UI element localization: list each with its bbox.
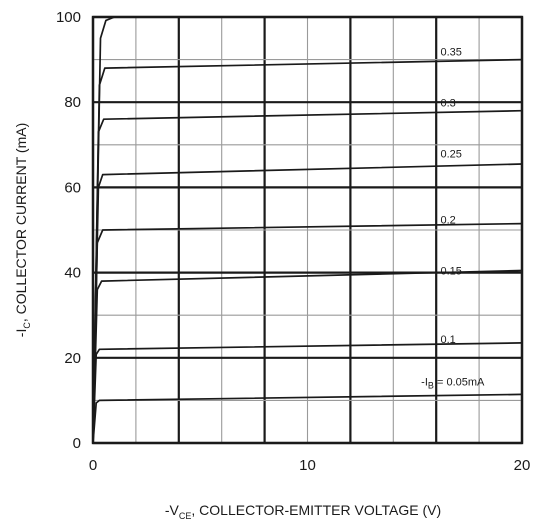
y-tick-label: 40: [64, 265, 81, 282]
x-tick-label: 10: [299, 457, 316, 474]
y-tick-label: 20: [64, 350, 81, 367]
curve-label: 0.1: [440, 334, 455, 346]
chart-ticks: 0 20 40 60 80 100 0 10 20: [56, 9, 530, 474]
chart-grid: [91, 15, 524, 445]
y-axis-title: -IC, COLLECTOR CURRENT (mA): [13, 123, 32, 337]
curve-label: -IB = 0.05mA: [421, 376, 485, 390]
y-tick-label: 60: [64, 179, 81, 196]
plot-frame: [91, 15, 524, 445]
curve-label: 0.3: [440, 97, 455, 109]
x-tick-label: 20: [514, 457, 531, 474]
curve-label: 0.25: [440, 149, 461, 161]
curve-label: 0.15: [440, 266, 461, 278]
x-tick-label: 0: [89, 457, 97, 474]
chart-curves: [92, 16, 523, 444]
series-line: [92, 393, 523, 444]
chart-curve-labels: -IB = 0.05mA 0.1 0.15 0.2 0.25 0.3 0.35: [421, 46, 485, 390]
curve-label: 0.2: [440, 215, 455, 227]
y-tick-label: 80: [64, 94, 81, 111]
y-tick-label: 0: [73, 435, 81, 452]
y-tick-label: 100: [56, 9, 81, 26]
curve-label: 0.35: [440, 46, 461, 58]
series-line: [92, 16, 115, 444]
x-axis-title: -VCE, COLLECTOR-EMITTER VOLTAGE (V): [165, 502, 441, 521]
